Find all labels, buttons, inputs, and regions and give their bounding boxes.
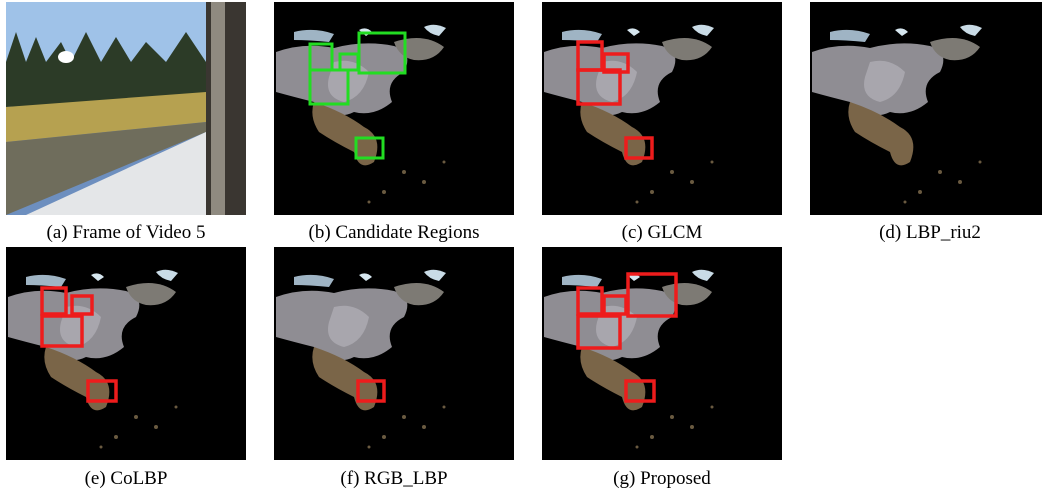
caption: (f) RGB_LBP [340,468,447,489]
glcm-panel [542,2,782,215]
caption: (b) Candidate Regions [309,222,480,243]
rgb-lbp-panel [274,247,514,460]
lbp-panel [810,2,1042,215]
caption: (e) CoLBP [85,468,168,489]
caption: (c) GLCM [622,222,703,243]
page: (a) Frame of Video 5 (b) Candidate Regio… [0,0,1042,492]
proposed-panel [542,247,782,460]
caption: (g) Proposed [613,468,711,489]
colbp-panel [6,247,246,460]
candidate-panel [274,2,514,215]
caption: (d) LBP_riu2 [879,222,981,243]
caption: (a) Frame of Video 5 [47,222,206,243]
video-frame [6,2,246,215]
figure: (a) Frame of Video 5 (b) Candidate Regio… [0,0,1042,492]
